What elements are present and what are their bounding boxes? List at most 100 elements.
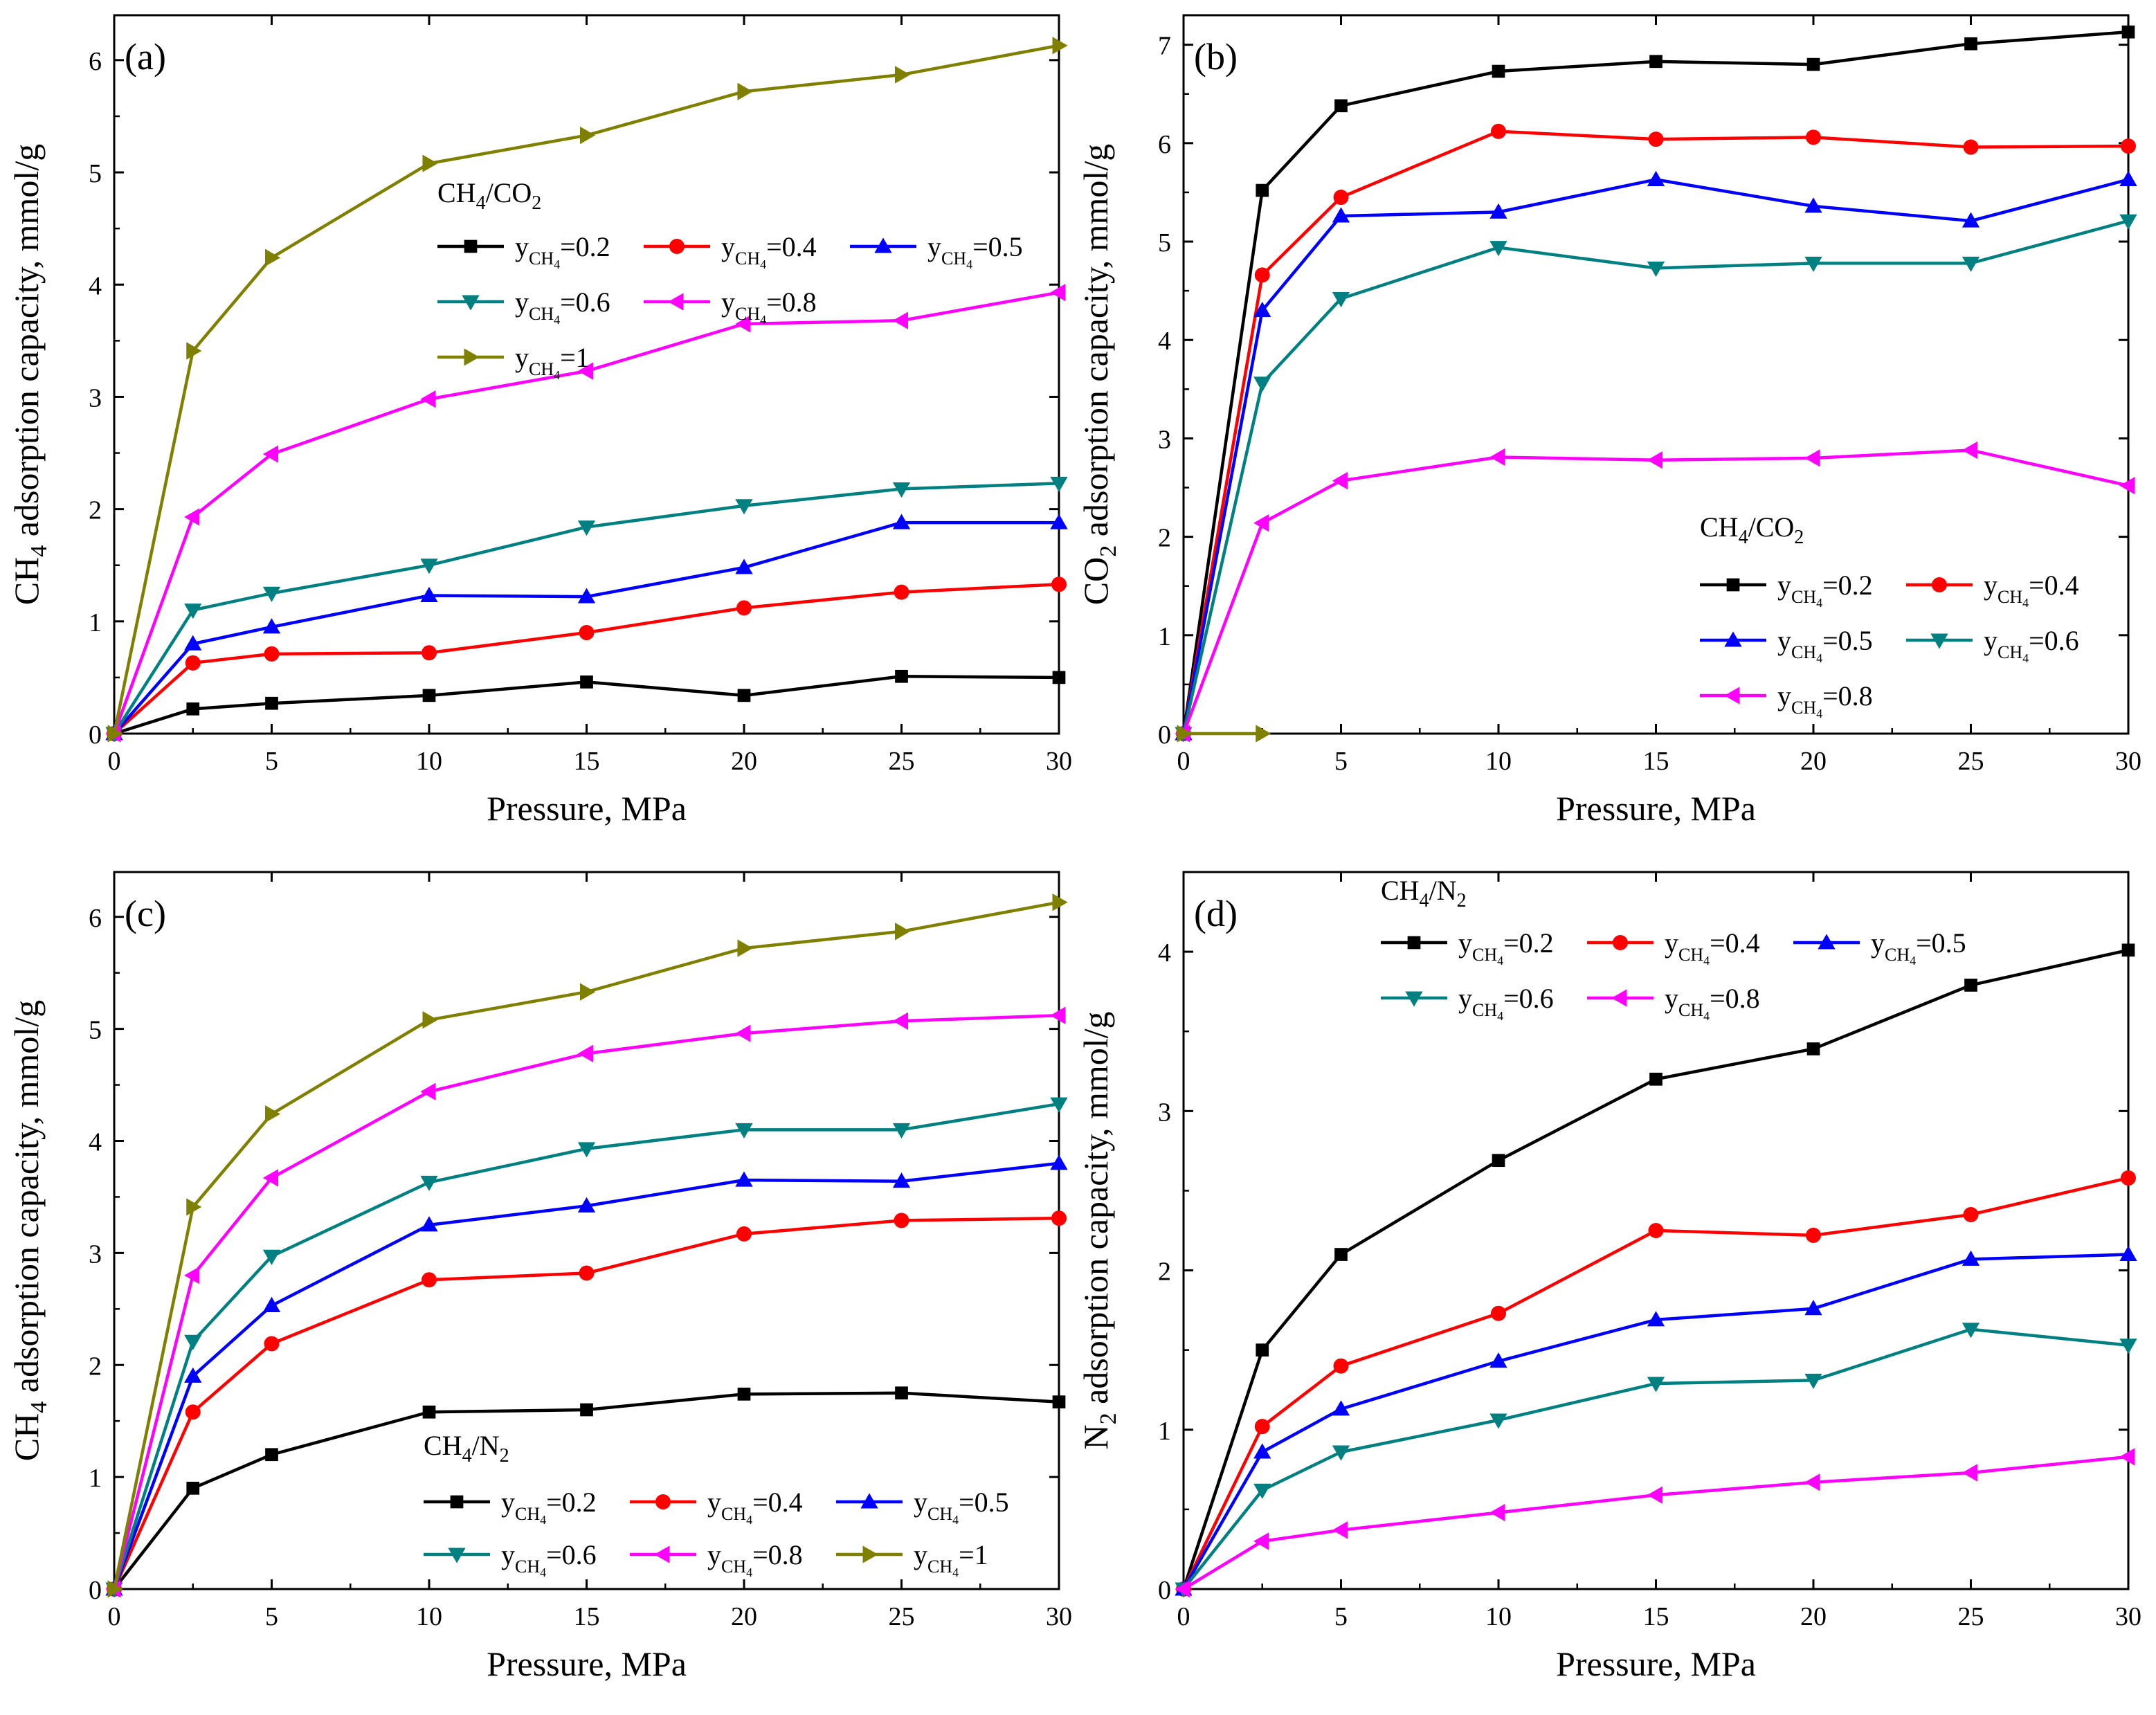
legend-entry: yCH4=1 xyxy=(437,342,590,382)
legend-label: yCH4=0.8 xyxy=(707,1539,803,1579)
legend-label: yCH4=0.8 xyxy=(1777,680,1873,720)
data-point xyxy=(579,625,595,641)
data-point xyxy=(1962,1250,1980,1266)
data-point xyxy=(1806,57,1820,71)
series-line xyxy=(1181,948,2129,1590)
legend-entry: yCH4=1 xyxy=(836,1539,988,1579)
legend-label: yCH4=0.8 xyxy=(1665,983,1760,1023)
data-point xyxy=(1491,123,1506,139)
y-tick-label: 3 xyxy=(89,1240,102,1269)
data-point xyxy=(1489,1413,1507,1429)
data-point xyxy=(735,559,753,574)
y-tick-label: 3 xyxy=(1158,1098,1171,1127)
data-point xyxy=(262,586,281,602)
data-point xyxy=(1647,1311,1665,1327)
x-axis-title: Pressure, MPa xyxy=(1556,789,1756,828)
legend-swatch-marker xyxy=(668,293,684,311)
y-tick-label: 1 xyxy=(89,608,102,637)
legend-swatch-marker xyxy=(1724,631,1742,647)
data-point xyxy=(895,66,911,84)
series-yCH4=0.6 xyxy=(105,476,1068,743)
x-tick-label: 5 xyxy=(1334,1602,1348,1631)
series-line xyxy=(1181,178,2129,734)
data-point xyxy=(1963,1206,1979,1222)
data-point xyxy=(1647,1377,1665,1392)
x-tick-label: 20 xyxy=(1800,747,1827,776)
data-point xyxy=(184,635,202,651)
legend-entry: yCH4=0.8 xyxy=(1700,680,1873,720)
x-tick-label: 25 xyxy=(1958,1602,1984,1631)
data-point xyxy=(1647,1486,1663,1504)
legend-swatch-marker xyxy=(862,1545,878,1563)
data-point xyxy=(894,584,909,600)
legend-entry: yCH4=0.4 xyxy=(630,1487,803,1527)
chart-panel-d: 0 5 10 15 20 25 30 0 1 2 3 4 Pressure, MPa N2 adsorpt… xyxy=(1076,871,2141,1683)
data-point xyxy=(577,1044,593,1062)
y-tick-label: 6 xyxy=(89,47,102,76)
data-point xyxy=(892,311,908,329)
data-point xyxy=(262,1169,278,1187)
series-line xyxy=(112,291,1060,734)
data-point xyxy=(422,645,437,661)
data-point xyxy=(184,604,202,619)
y-tick-label: 4 xyxy=(1158,327,1171,356)
legend-swatch-marker xyxy=(874,237,892,253)
legend-label: yCH4=0.5 xyxy=(1871,927,1966,968)
series-line xyxy=(1182,1455,2129,1590)
data-point xyxy=(1052,893,1068,911)
data-point xyxy=(1253,1443,1271,1459)
data-point xyxy=(265,248,281,266)
series-yCH4=0.2 xyxy=(1177,943,2135,1596)
data-point xyxy=(1489,203,1507,219)
series-yCH4=1 xyxy=(107,893,1068,1598)
series-line xyxy=(1181,448,2129,734)
x-tick-label: 30 xyxy=(2115,747,2141,776)
data-point xyxy=(580,1403,593,1417)
legend-entry: yCH4=0.8 xyxy=(630,1539,803,1579)
data-point xyxy=(735,1024,751,1042)
legend-title: CH4/CO2 xyxy=(1700,511,1804,548)
legend-label: yCH4=1 xyxy=(914,1539,988,1579)
series-line xyxy=(113,482,1060,735)
data-point xyxy=(1649,1072,1663,1086)
data-point xyxy=(262,1296,281,1312)
data-point xyxy=(1648,1223,1664,1238)
series-yCH4=0.4 xyxy=(107,577,1067,741)
legend-label: yCH4=0.8 xyxy=(721,287,817,327)
data-point xyxy=(1332,1445,1350,1461)
series-line xyxy=(1181,30,2129,734)
y-tick-label: 7 xyxy=(1158,32,1171,61)
data-point xyxy=(737,689,751,702)
y-axis-title: CH4 adsorption capacity, mmol/g xyxy=(7,144,52,605)
legend-label: yCH4=0.2 xyxy=(501,1487,597,1527)
data-point xyxy=(185,1404,201,1420)
data-point xyxy=(422,1272,437,1288)
data-point xyxy=(1253,1483,1271,1499)
data-point xyxy=(2119,214,2137,230)
data-point xyxy=(1806,129,1821,145)
data-point xyxy=(1050,283,1066,302)
data-point xyxy=(892,514,911,529)
data-point xyxy=(737,939,753,957)
data-point xyxy=(1256,1343,1269,1357)
data-point xyxy=(1332,1400,1350,1416)
legend-label: yCH4=0.5 xyxy=(914,1487,1009,1527)
data-point xyxy=(1489,448,1505,466)
data-point xyxy=(1964,37,1977,51)
series-line xyxy=(113,520,1059,735)
legend-entry: yCH4=0.4 xyxy=(644,231,817,271)
legend-label: yCH4=0.2 xyxy=(1458,927,1554,968)
data-point xyxy=(1050,476,1068,492)
data-point xyxy=(1253,514,1269,532)
plot-frame xyxy=(113,871,1060,1590)
y-tick-label: 4 xyxy=(89,271,102,300)
data-point xyxy=(1050,514,1068,529)
y-tick-label: 6 xyxy=(89,904,102,933)
data-point xyxy=(1177,725,1193,743)
y-tick-label: 2 xyxy=(89,1352,102,1381)
legend-swatch-marker xyxy=(860,1493,878,1509)
data-point xyxy=(1334,99,1348,113)
data-point xyxy=(1256,725,1271,743)
y-tick-label: 1 xyxy=(89,1464,102,1493)
